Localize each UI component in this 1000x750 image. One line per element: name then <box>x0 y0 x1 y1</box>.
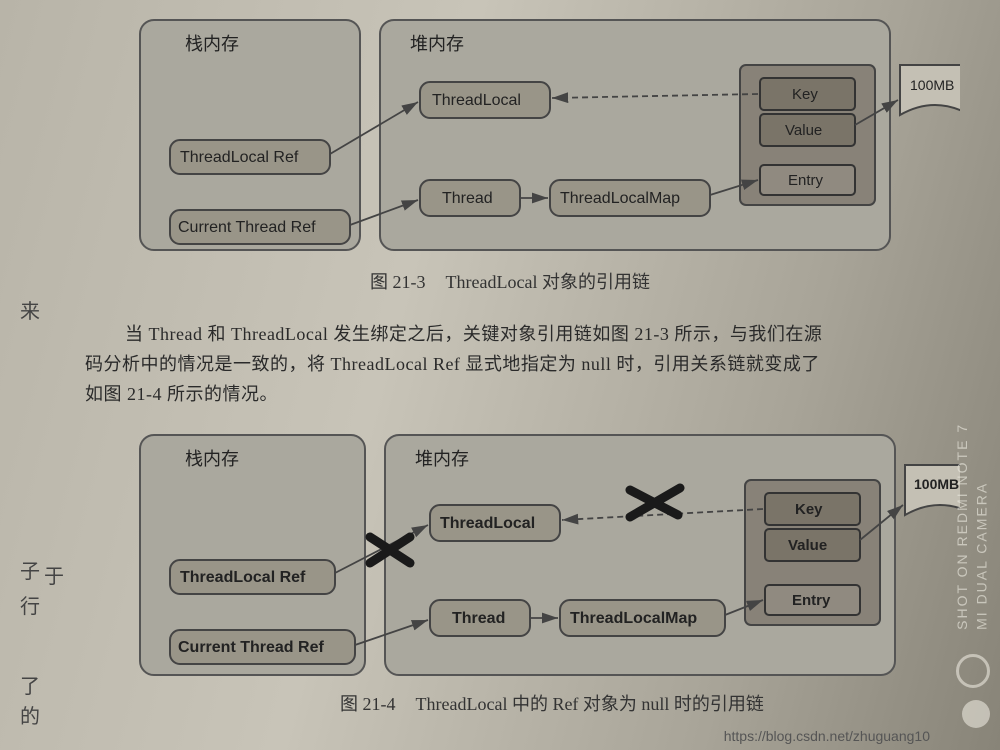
fig1-no: 图 21-3 <box>370 272 426 292</box>
node-entry: Entry <box>788 172 824 189</box>
para-line2: 码分析中的情况是一致的，将 ThreadLocal Ref 显式地指定为 nul… <box>85 354 820 374</box>
edge-char: 行 <box>20 590 40 619</box>
body-paragraph: 当 Thread 和 ThreadLocal 发生绑定之后，关键对象引用链如图 … <box>85 320 965 420</box>
node-thread: Thread <box>442 190 493 207</box>
fig2-caption: ThreadLocal 中的 Ref 对象为 null 时的引用链 <box>416 694 764 714</box>
node-value: Value <box>785 122 822 139</box>
page: 来 子 于 行 了 的 栈内存 ThreadLocal Ref Current … <box>0 0 1000 750</box>
para-line1: 当 Thread 和 ThreadLocal 发生绑定之后，关键对象引用链如图 … <box>125 324 822 344</box>
edge-char: 来 <box>20 295 40 324</box>
diagram-1: 栈内存 ThreadLocal Ref Current Thread Ref 堆… <box>130 10 960 300</box>
fig1-caption: ThreadLocal 对象的引用链 <box>446 272 650 292</box>
diagram-2: 栈内存 ThreadLocal Ref Current Thread Ref 堆… <box>130 425 960 725</box>
edge-char: 于 <box>44 560 64 589</box>
edge-char: 了 <box>20 670 40 699</box>
camera-dot-icon <box>962 700 990 728</box>
stack-title-2: 栈内存 <box>185 449 239 469</box>
flag-100mb: 100MB <box>910 77 954 93</box>
para-line3: 如图 21-4 所示的情况。 <box>85 384 278 404</box>
stack-title: 栈内存 <box>185 34 239 54</box>
node-entry-2: Entry <box>792 592 831 609</box>
edge-char: 的 <box>20 700 40 729</box>
footer-url: https://blog.csdn.net/zhuguang10 <box>724 728 930 744</box>
node-key: Key <box>792 86 818 103</box>
edge-char: 子 <box>20 555 40 584</box>
node-current-thread-ref: Current Thread Ref <box>178 219 316 236</box>
heap-title-2: 堆内存 <box>415 449 469 469</box>
svg-text:图 21-4ThreadLocal 中的 Ref 对象为 n: 图 21-4 ThreadLocal 中的 Ref 对象为 null 时的引用链 <box>340 694 764 714</box>
node-threadlocalmap-2: ThreadLocalMap <box>570 610 697 627</box>
node-key-2: Key <box>795 501 823 518</box>
node-current-thread-ref-2: Current Thread Ref <box>178 639 324 656</box>
node-thread-2: Thread <box>452 610 505 627</box>
node-threadlocal-ref: ThreadLocal Ref <box>180 149 299 166</box>
node-threadlocalmap: ThreadLocalMap <box>560 190 680 207</box>
svg-text:图 21-3ThreadLocal 对象的引用链: 图 21-3 ThreadLocal 对象的引用链 <box>370 272 650 292</box>
fig2-no: 图 21-4 <box>340 694 396 714</box>
node-threadlocal: ThreadLocal <box>432 92 521 109</box>
node-value-2: Value <box>788 537 827 554</box>
phone-watermark: SHOT ON REDMI NOTE 7 MI DUAL CAMERA <box>953 417 992 630</box>
node-threadlocal-2: ThreadLocal <box>440 515 535 532</box>
heap-title: 堆内存 <box>410 34 464 54</box>
node-threadlocal-ref-2: ThreadLocal Ref <box>180 569 306 586</box>
camera-ring-icon <box>956 654 990 688</box>
